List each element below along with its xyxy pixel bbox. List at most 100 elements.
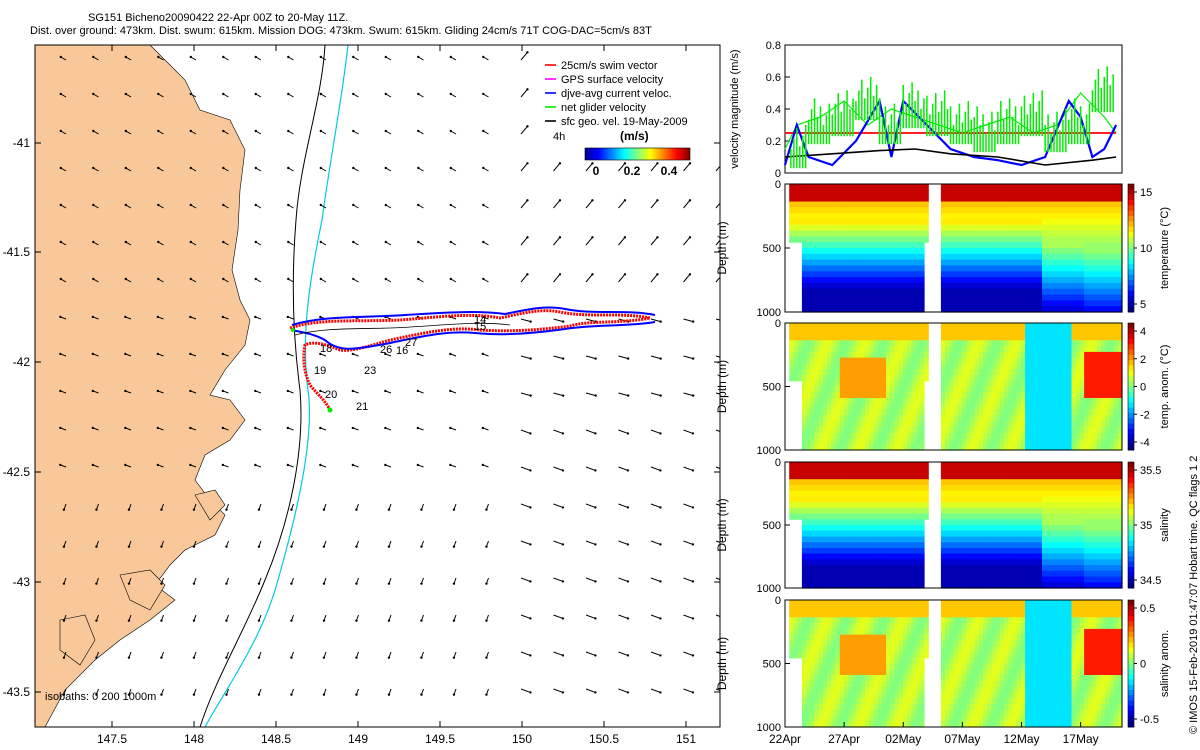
day-label: 27 xyxy=(405,337,417,349)
map-x-tick: 151 xyxy=(676,732,696,746)
colorbar-tick: -4 xyxy=(1140,437,1150,449)
velocity-y-tick: 0.4 xyxy=(766,104,781,116)
time-tick: 02May xyxy=(885,732,921,746)
section-panel: 0 500 1000 Depth (m) 15 10 5 temperature (°C) xyxy=(715,179,1171,319)
legend-entry: GPS surface velocity xyxy=(561,74,664,86)
depth-tick: 1000 xyxy=(757,307,781,319)
depth-tick: 0 xyxy=(775,595,781,607)
depth-axis-label: Depth (m) xyxy=(715,637,729,690)
geostrophic-vector-field xyxy=(59,51,720,696)
depth-tick: 1000 xyxy=(757,722,781,734)
depth-axis-label: Depth (m) xyxy=(715,360,729,413)
day-label: 26 xyxy=(380,344,392,356)
depth-tick: 1000 xyxy=(757,445,781,457)
map-x-tick: 147.5 xyxy=(97,732,127,746)
map-y-tick: -43.5 xyxy=(3,685,31,699)
map-y-tick: -42.5 xyxy=(3,465,31,479)
velocity-y-label: velocity magnitude (m/s) xyxy=(729,49,741,168)
depth-tick: 1000 xyxy=(757,583,781,595)
colorbar-tick: 15 xyxy=(1140,187,1152,199)
isobath-1000 xyxy=(204,45,349,727)
colorbar-tick: 0.5 xyxy=(1140,603,1155,615)
time-tick: 17May xyxy=(1063,732,1099,746)
map-x-tick: 149.5 xyxy=(425,732,455,746)
colorbar-tick: 0 xyxy=(593,164,600,178)
colorbar-tick: 10 xyxy=(1140,243,1152,255)
time-tick: 27Apr xyxy=(828,732,860,746)
colorbar-label: salinity anom. xyxy=(1159,630,1171,697)
day-label: 18 xyxy=(320,343,332,355)
day-label: 19 xyxy=(314,365,326,377)
speed-colorbar: 4h (m/s) 0 0.2 0.4 xyxy=(553,129,691,178)
day-label: 16 xyxy=(396,345,408,357)
map-x-tick: 150.5 xyxy=(589,732,619,746)
day-label: 21 xyxy=(356,401,368,413)
time-tick: 07May xyxy=(944,732,980,746)
colorbar-title: (m/s) xyxy=(620,129,649,143)
velocity-y-tick: 0.6 xyxy=(766,72,781,84)
section-panel: 0 500 1000 Depth (m) 4 2 0 -2 -4 temp. anom. (°C) xyxy=(715,318,1171,457)
velocity-y-tick: 0 xyxy=(775,168,781,180)
map-y-tick: -41.5 xyxy=(3,245,31,259)
map-legend: 25cm/s swim vector GPS surface velocity dj… xyxy=(545,60,688,128)
depth-axis-label: Depth (m) xyxy=(715,221,729,274)
velocity-y-tick: 0.8 xyxy=(766,40,781,52)
legend-entry: djve-avg current veloc. xyxy=(561,88,672,100)
colorbar-corner-label: 4h xyxy=(553,131,565,143)
colorbar-tick: -0.5 xyxy=(1140,714,1159,726)
day-label: 20 xyxy=(325,389,337,401)
colorbar-tick: 0 xyxy=(1140,659,1146,671)
land-mass xyxy=(35,45,349,727)
map-x-tick: 148.5 xyxy=(261,732,291,746)
time-tick: 12May xyxy=(1003,732,1039,746)
map-y-tick: -41 xyxy=(13,136,31,150)
colorbar-tick: 0 xyxy=(1140,382,1146,394)
depth-tick: 0 xyxy=(775,318,781,330)
colorbar-label: temp. anom. (°C) xyxy=(1159,345,1171,429)
colorbar-tick: 35.5 xyxy=(1140,465,1161,477)
colorbar-tick: 4 xyxy=(1140,326,1146,338)
depth-tick: 0 xyxy=(775,179,781,191)
colorbar-tick: 0.2 xyxy=(624,164,641,178)
colorbar-tick: -2 xyxy=(1140,409,1150,421)
chart-subtitle: Dist. over ground: 473km. Dist. swum: 61… xyxy=(30,25,652,37)
depth-tick: 500 xyxy=(763,382,781,394)
map-y-tick: -43 xyxy=(13,575,31,589)
colorbar-tick: 2 xyxy=(1140,354,1146,366)
map-y-tick: -42 xyxy=(13,355,31,369)
section-panel: 0 500 1000 Depth (m) 35.5 35 34.5 salinity xyxy=(715,457,1171,595)
map-y-axis: -41 -41.5 -42 -42.5 -43 -43.5 xyxy=(3,136,720,699)
depth-tick: 0 xyxy=(775,457,781,469)
glider-track xyxy=(289,306,656,413)
chart-title: SG151 Bicheno20090422 22-Apr 00Z to 20-M… xyxy=(88,12,349,24)
legend-entry: net glider velocity xyxy=(561,102,646,114)
map-x-tick: 150 xyxy=(512,732,532,746)
isobaths-label: isobaths: 0 200 1000m xyxy=(45,691,156,703)
map-x-tick: 149 xyxy=(348,732,368,746)
colorbar-tick: 5 xyxy=(1140,299,1146,311)
velocity-series-line xyxy=(784,148,1117,166)
map-x-tick: 148 xyxy=(184,732,204,746)
map-frame xyxy=(34,44,721,728)
isobath-200 xyxy=(199,45,326,727)
depth-axis-label: Depth (m) xyxy=(715,498,729,551)
colorbar-tick: 34.5 xyxy=(1140,575,1161,587)
colorbar-label: salinity xyxy=(1159,508,1171,542)
time-tick: 22Apr xyxy=(769,732,801,746)
colorbar-tick: 0.4 xyxy=(661,164,678,178)
depth-tick: 500 xyxy=(763,659,781,671)
colorbar-tick: 35 xyxy=(1140,520,1152,532)
day-label: 15 xyxy=(474,321,486,333)
section-panel: 0 500 1000 Depth (m) 0.5 0 -0.5 salinity anom. xyxy=(715,595,1171,734)
velocity-y-tick: 0.2 xyxy=(766,136,781,148)
day-label: 23 xyxy=(364,365,376,377)
copyright-footer: © IMOS 15-Feb-2019 01:47:07 Hobart time.… xyxy=(1188,455,1200,734)
map-x-axis: 147.5 148 148.5 149 149.5 150 150.5 151 xyxy=(97,45,696,746)
depth-tick: 500 xyxy=(763,243,781,255)
colorbar-label: temperature (°C) xyxy=(1159,207,1171,289)
depth-tick: 500 xyxy=(763,520,781,532)
legend-entry: 25cm/s swim vector xyxy=(561,60,658,72)
